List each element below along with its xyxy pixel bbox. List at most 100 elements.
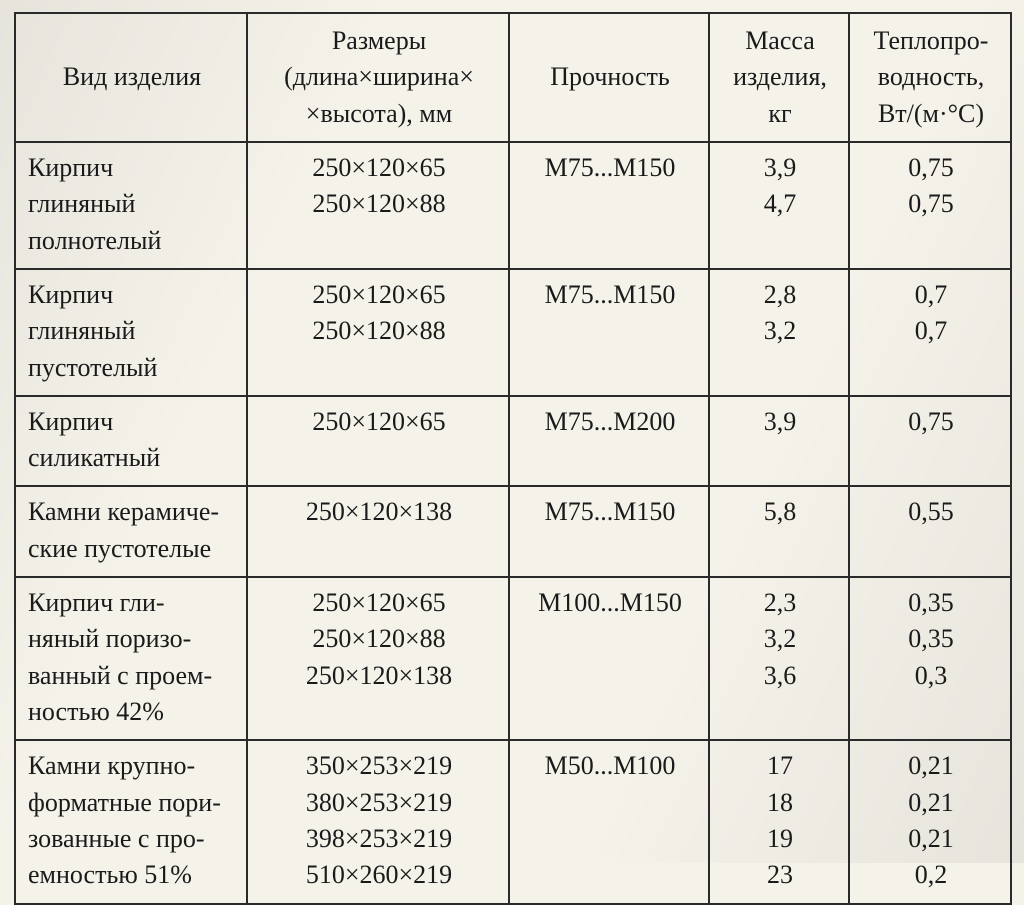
cell-line: 4,7 — [722, 187, 838, 221]
cell-line: 0,3 — [862, 659, 1000, 693]
cell-mass: 3,9 — [709, 396, 849, 487]
cell-line: 398×253×219 — [260, 822, 498, 856]
cell-line: 250×120×65 — [260, 405, 498, 439]
col-header-mass: Массаизделия,кг — [709, 13, 849, 142]
cell-line: 0,7 — [862, 314, 1000, 348]
cell-line: зованные с про- — [28, 822, 236, 856]
cell-line: 0,75 — [862, 405, 1000, 439]
cell-lines: 2,33,23,6 — [722, 586, 838, 693]
cell-line: М50...М100 — [522, 749, 698, 783]
cell-lines: М100...М150 — [522, 586, 698, 620]
cell-line: ванный с проем- — [28, 659, 236, 693]
cell-mass: 17181923 — [709, 740, 849, 903]
cell-mass: 3,94,7 — [709, 142, 849, 269]
cell-line: 0,35 — [862, 622, 1000, 656]
cell-line: няный поризо- — [28, 622, 236, 656]
cell-line: 0,2 — [862, 858, 1000, 892]
col-header-product-lines: Вид изделия — [28, 60, 236, 94]
cell-line: ностью 42% — [28, 695, 236, 729]
cell-line: 2,8 — [722, 278, 838, 312]
cell-lines: Кирпичглиняныйполнотелый — [28, 151, 236, 258]
cell-line: М75...М200 — [522, 405, 698, 439]
cell-line: Камни крупно- — [28, 749, 236, 783]
cell-thermal: 0,350,350,3 — [849, 577, 1011, 740]
cell-dims: 250×120×65250×120×88 — [247, 142, 509, 269]
cell-line: 3,6 — [722, 659, 838, 693]
cell-product: Кирпичглиняныйпустотелый — [15, 269, 247, 396]
header-line: Вид изделия — [28, 60, 236, 94]
cell-line: Кирпич — [28, 151, 236, 185]
col-header-strength-lines: Прочность — [522, 60, 698, 94]
cell-lines: М50...М100 — [522, 749, 698, 783]
table-row: Кирпичглиняныйпустотелый250×120×65250×12… — [15, 269, 1011, 396]
cell-line: 0,75 — [862, 187, 1000, 221]
cell-lines: 2,83,2 — [722, 278, 838, 349]
cell-lines: Кирпичсиликатный — [28, 405, 236, 476]
cell-lines: 3,9 — [722, 405, 838, 439]
cell-line: емностью 51% — [28, 858, 236, 892]
header-line: Вт/(м·°С) — [862, 97, 1000, 131]
cell-product: Камни керамиче-ские пустотелые — [15, 486, 247, 577]
cell-line: полнотелый — [28, 224, 236, 258]
cell-lines: Кирпич гли-няный поризо-ванный с проем-н… — [28, 586, 236, 729]
cell-line: М75...М150 — [522, 495, 698, 529]
cell-lines: Камни крупно-форматные пори-зованные с п… — [28, 749, 236, 892]
cell-line: 0,21 — [862, 749, 1000, 783]
cell-lines: М75...М150 — [522, 495, 698, 529]
cell-strength: М75...М150 — [509, 142, 709, 269]
cell-lines: 0,750,75 — [862, 151, 1000, 222]
cell-line: 0,21 — [862, 786, 1000, 820]
cell-line: 0,55 — [862, 495, 1000, 529]
cell-dims: 250×120×138 — [247, 486, 509, 577]
cell-product: Кирпичглиняныйполнотелый — [15, 142, 247, 269]
header-line: Размеры — [260, 24, 498, 58]
cell-lines: 250×120×65250×120×88250×120×138 — [260, 586, 498, 693]
cell-lines: 0,75 — [862, 405, 1000, 439]
cell-line: 19 — [722, 822, 838, 856]
cell-strength: М75...М150 — [509, 486, 709, 577]
header-line: кг — [722, 97, 838, 131]
cell-lines: М75...М200 — [522, 405, 698, 439]
cell-lines: Кирпичглиняныйпустотелый — [28, 278, 236, 385]
cell-line: 2,3 — [722, 586, 838, 620]
col-header-dims: Размеры(длина×ширина××высота), мм — [247, 13, 509, 142]
cell-line: форматные пори- — [28, 786, 236, 820]
cell-product: Камни крупно-форматные пори-зованные с п… — [15, 740, 247, 903]
cell-product: Кирпич гли-няный поризо-ванный с проем-н… — [15, 577, 247, 740]
cell-line: 250×120×138 — [260, 495, 498, 529]
cell-dims: 250×120×65250×120×88250×120×138 — [247, 577, 509, 740]
cell-thermal: 0,750,75 — [849, 142, 1011, 269]
cell-strength: М100...М150 — [509, 577, 709, 740]
header-line: Масса — [722, 24, 838, 58]
cell-line: 5,8 — [722, 495, 838, 529]
header-line: Теплопро- — [862, 24, 1000, 58]
cell-line: 17 — [722, 749, 838, 783]
cell-line: глиняный — [28, 187, 236, 221]
cell-dims: 350×253×219380×253×219398×253×219510×260… — [247, 740, 509, 903]
cell-strength: М75...М200 — [509, 396, 709, 487]
cell-mass: 2,83,2 — [709, 269, 849, 396]
cell-line: силикатный — [28, 441, 236, 475]
col-header-thermal-lines: Теплопро-водность,Вт/(м·°С) — [862, 24, 1000, 131]
header-line: водность, — [862, 60, 1000, 94]
cell-lines: 0,70,7 — [862, 278, 1000, 349]
cell-product: Кирпичсиликатный — [15, 396, 247, 487]
table-header-row: Вид изделия Размеры(длина×ширина××высота… — [15, 13, 1011, 142]
col-header-thermal: Теплопро-водность,Вт/(м·°С) — [849, 13, 1011, 142]
header-line: ×высота), мм — [260, 97, 498, 131]
cell-dims: 250×120×65250×120×88 — [247, 269, 509, 396]
header-line: изделия, — [722, 60, 838, 94]
cell-lines: 250×120×65 — [260, 405, 498, 439]
cell-line: 3,2 — [722, 314, 838, 348]
col-header-mass-lines: Массаизделия,кг — [722, 24, 838, 131]
table-row: Кирпичглиняныйполнотелый 250×120×65250×12… — [15, 142, 1011, 269]
cell-mass: 2,33,23,6 — [709, 577, 849, 740]
cell-line: Кирпич — [28, 405, 236, 439]
table-body: Кирпичглиняныйполнотелый250×120×65250×12… — [15, 142, 1011, 904]
cell-line: 0,7 — [862, 278, 1000, 312]
cell-line: 0,21 — [862, 822, 1000, 856]
table-head: Вид изделия Размеры(длина×ширина××высота… — [15, 13, 1011, 142]
cell-line: М100...М150 — [522, 586, 698, 620]
cell-mass: 5,8 — [709, 486, 849, 577]
cell-lines: 250×120×65250×120×88 — [260, 151, 498, 222]
